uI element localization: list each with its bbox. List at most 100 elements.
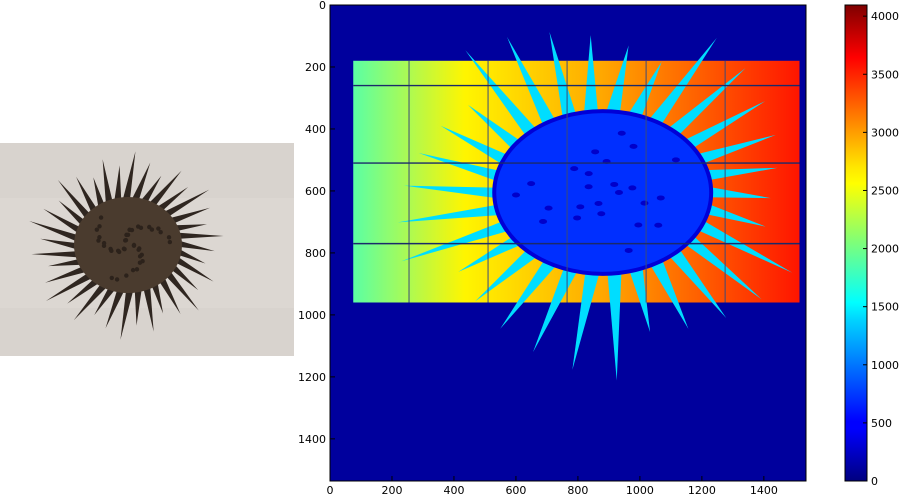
colorbar-tick-label: 2000 (871, 243, 899, 256)
photo-spike (29, 221, 82, 243)
y-tick-label: 0 (319, 0, 326, 12)
seed-pod-spike (583, 35, 599, 116)
photo-spike (142, 283, 154, 332)
y-axis: 0 200 400 600 800 1000 1200 1400 (298, 0, 335, 446)
photo-spike (170, 224, 207, 232)
photo-texture-dot (121, 246, 127, 251)
photo-spike (31, 250, 83, 258)
colorbar-axis: 0 500 1000 1500 2000 2500 3000 3500 4000 (863, 10, 899, 488)
photo-spike (138, 175, 162, 206)
photo-spike (157, 274, 181, 315)
photo-pod-texture (94, 215, 173, 282)
seed-pod-spike (646, 37, 717, 128)
photo-texture-dot (115, 248, 121, 254)
y-tick-label: 1000 (298, 309, 326, 322)
photo-spike (43, 208, 84, 236)
y-tick-label: 800 (305, 247, 326, 260)
photo-spike (146, 170, 182, 209)
photo-texture-dot (94, 227, 100, 232)
seed-pod-spike (475, 247, 541, 302)
seed-pod-dark-spot (570, 166, 579, 172)
seed-pod-dark-spot (597, 211, 606, 217)
photo-texture-dot (166, 235, 172, 240)
photo-texture-dot (114, 277, 120, 282)
seed-pod-spike (418, 153, 504, 183)
seed-pod-dark-spot (614, 189, 623, 195)
seed-pod-dark-spot (640, 200, 649, 206)
y-tick-label: 1200 (298, 371, 326, 384)
photo-spike (76, 176, 99, 216)
photo-texture-dot (136, 247, 141, 252)
photo-spikes (29, 151, 224, 340)
seed-pod-spike (648, 256, 689, 329)
seed-pod-dark-spot (634, 222, 643, 228)
seed-pod-spike (666, 246, 727, 318)
colorbar-tick-label: 3000 (871, 126, 899, 139)
x-axis: 0 200 400 600 800 1000 1200 1400 (327, 476, 778, 497)
seed-pod-spike (701, 167, 778, 181)
seed-pod-spike (605, 45, 629, 116)
photo-spike (40, 238, 81, 251)
seed-pod-dark-spot (573, 215, 582, 221)
seed-pod-spike (694, 218, 793, 273)
photo-spike (173, 232, 224, 240)
photo-spike (67, 276, 102, 304)
photo-spike (45, 271, 96, 301)
x-tick-label: 1400 (750, 484, 778, 497)
seed-pod-spike (702, 202, 766, 227)
x-tick-label: 1200 (688, 484, 716, 497)
photo-spike (150, 279, 164, 314)
seed-pod-dark-spot (617, 130, 626, 136)
seed-pod-dark-spot (594, 200, 603, 206)
colorbar-tick-label: 3500 (871, 68, 899, 81)
x-tick-label: 0 (327, 484, 334, 497)
photo-spike (93, 177, 106, 211)
seed-pod-spike (506, 36, 557, 129)
photo-spike (48, 258, 86, 267)
colorbar-tick-label: 1500 (871, 301, 899, 314)
colorbar (844, 4, 868, 482)
seed-pod-spike (465, 50, 539, 139)
seed-pod-dark-spot (671, 157, 680, 163)
y-tick-label: 1400 (298, 433, 326, 446)
photo-texture-dot (138, 225, 144, 231)
colorbar-tick-label: 1000 (871, 359, 899, 372)
photo-texture-dot (167, 239, 173, 245)
seed-pod-dark-spot (654, 222, 663, 228)
y-tick-label: 400 (305, 123, 326, 136)
x-tick-label: 400 (443, 484, 464, 497)
photo-texture-dot (108, 246, 113, 252)
photo-spike (113, 165, 122, 204)
photo-texture-dot (125, 232, 131, 238)
photo-spike (160, 189, 210, 219)
photo-spike (174, 247, 206, 264)
y-tick-label: 600 (305, 185, 326, 198)
photo-spike (105, 287, 126, 329)
seed-pod-dark-spot (628, 185, 637, 191)
photo-texture-dot (137, 260, 143, 265)
seed-pod-spike (500, 257, 559, 329)
seed-pod-spike (572, 269, 601, 370)
x-tick-label: 800 (567, 484, 588, 497)
seed-pod-dark-spot (544, 205, 553, 211)
seed-pod-spike (682, 233, 762, 300)
seed-pod-dark-spot (629, 143, 638, 149)
colorbar-tick-label: 4000 (871, 10, 899, 23)
photo-texture-dot (156, 226, 161, 231)
photo-texture-dot (109, 275, 114, 281)
seed-pod-dark-spot (610, 181, 619, 187)
seed-pod-dark-spot (656, 195, 665, 201)
photo-spike (168, 261, 199, 291)
seed-pod-dark-spot (624, 247, 633, 253)
x-tick-label: 1000 (626, 484, 654, 497)
photo-spike (154, 187, 189, 214)
photo-texture-dot (134, 267, 140, 272)
seed-pod-spike (681, 101, 766, 151)
photo-spike (57, 180, 93, 222)
seed-pod-dark-spot (591, 149, 600, 155)
seed-pod-spike (628, 264, 651, 333)
photo-spike (58, 200, 88, 229)
seed-pod-spike (549, 32, 577, 121)
photo-spike (122, 151, 136, 203)
seed-pod-spike (397, 204, 504, 223)
